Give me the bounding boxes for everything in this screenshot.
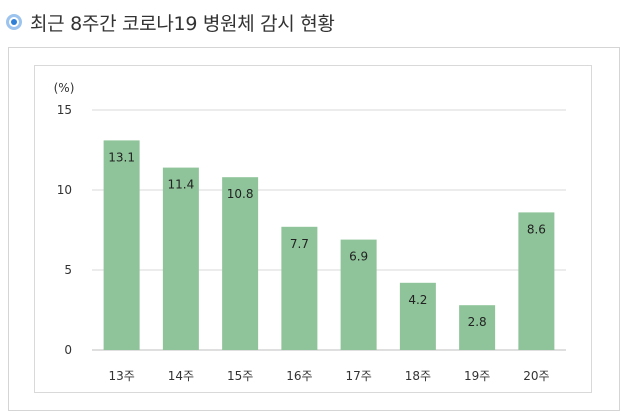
- bar: [399, 282, 436, 350]
- data-label: 4.2: [408, 293, 427, 307]
- x-tick-label: 16주: [286, 369, 312, 383]
- bar: [459, 305, 496, 350]
- x-tick-label: 13주: [108, 369, 134, 383]
- bar: [162, 167, 199, 350]
- y-tick-label: 5: [64, 263, 72, 277]
- data-label: 13.1: [108, 150, 135, 164]
- data-label: 10.8: [227, 187, 254, 201]
- y-tick-label: 0: [64, 343, 72, 357]
- bar: [340, 239, 377, 350]
- data-label: 2.8: [468, 315, 487, 329]
- data-label: 7.7: [290, 237, 309, 251]
- x-tick-label: 20주: [523, 369, 549, 383]
- x-axis-ticks: 13주 14주 15주 16주 17주 18주 19주 20주: [108, 369, 549, 383]
- bullet-icon: [6, 14, 22, 30]
- y-tick-label: 15: [57, 103, 72, 117]
- bar: [281, 226, 318, 350]
- data-label: 11.4: [168, 178, 195, 192]
- chart-plot-frame: [34, 65, 592, 393]
- x-tick-label: 14주: [168, 369, 194, 383]
- x-tick-label: 18주: [405, 369, 431, 383]
- bar: [103, 140, 140, 350]
- y-axis-unit-label: (%): [54, 81, 75, 95]
- y-axis-ticks: 0 5 10 15: [57, 103, 72, 357]
- bar: [222, 177, 259, 350]
- bars: 13.1 11.4 10.8 7.7 6.9 4.2 2.8 8.6: [103, 140, 555, 350]
- x-tick-label: 19주: [464, 369, 490, 383]
- x-tick-label: 15주: [227, 369, 253, 383]
- bar: [518, 212, 555, 350]
- data-label: 6.9: [349, 250, 368, 264]
- x-tick-label: 17주: [345, 369, 371, 383]
- page-title: 최근 8주간 코로나19 병원체 감시 현황: [30, 12, 335, 35]
- y-tick-label: 10: [57, 183, 72, 197]
- data-label: 8.6: [527, 222, 546, 236]
- chart-header: 최근 8주간 코로나19 병원체 감시 현황: [6, 8, 335, 36]
